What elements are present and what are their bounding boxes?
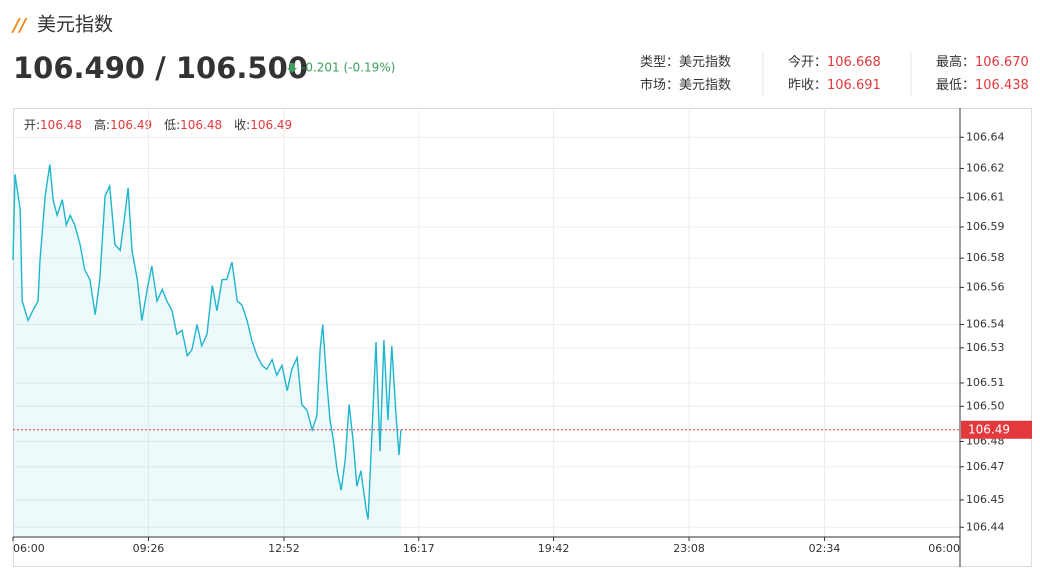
info-item: 最高：106.670 [936,54,1029,70]
x-tick-label: 12:52 [268,542,300,555]
y-tick-label: 106.64 [966,130,1005,143]
info-value: 106.438 [975,78,1029,93]
x-tick-label: 16:17 [403,542,435,555]
y-tick-label: 106.53 [966,341,1005,354]
y-tick-label: 106.51 [966,376,1005,389]
bid-ask: 106.490 / 106.500 [13,51,308,85]
info-value: 106.670 [975,55,1029,70]
y-tick-label: 106.44 [966,520,1005,533]
ohlc-label: 高: [94,117,110,132]
change: -0.201 (-0.19%) [301,61,395,75]
x-tick-label: 19:42 [538,542,570,555]
ohlc-value: 106.48 [180,118,222,132]
ohlc-label: 开: [24,118,40,132]
x-tick-label: 06:00 [13,542,45,555]
ohlc-label: 低: [164,118,180,132]
y-tick-label: 106.50 [966,399,1005,412]
info-value: 美元指数 [679,55,731,70]
info-label: 最高： [936,54,975,70]
down-arrow [287,63,297,73]
ohlc-value: 106.49 [250,118,292,132]
title-icon: // [11,15,28,36]
y-tick-label: 106.62 [966,161,1005,174]
current-price-label: 106.49 [968,422,1010,436]
x-tick-label: 02:34 [809,542,841,555]
x-tick-label: 23:08 [673,542,705,555]
info-item: 最低：106.438 [936,78,1029,93]
ohlc-label: 收: [234,118,250,132]
info-label: 昨收： [788,78,827,93]
info-label: 市场： [640,77,679,93]
page-title: 美元指数 [37,14,113,36]
ohlc-row: 开:106.48 高:106.49 低:106.48 收:106.49 [24,117,292,132]
y-tick-label: 106.45 [966,493,1005,506]
info-value: 106.668 [827,55,881,70]
ohlc-value: 106.49 [110,118,152,132]
info-label: 最低： [936,78,975,93]
x-tick-label: 09:26 [133,542,165,555]
x-tick-label: 06:00 [928,542,960,555]
info-value: 106.691 [827,78,881,93]
y-tick-label: 106.56 [966,280,1005,293]
y-tick-label: 106.59 [966,220,1005,233]
info-value: 美元指数 [679,78,731,93]
info-item: 市场：美元指数 [640,77,731,93]
info-label: 今开： [788,54,827,70]
ohlc-value: 106.48 [40,118,82,132]
y-tick-label: 106.58 [966,251,1005,264]
y-tick-label: 106.47 [966,460,1005,473]
info-item: 昨收：106.691 [788,78,881,93]
y-tick-label: 106.61 [966,191,1005,204]
price-line [12,164,402,520]
current-price-box [961,420,1032,439]
chart-frame [13,108,1032,567]
y-tick-label: 106.54 [966,317,1005,330]
info-item: 类型：美元指数 [640,55,731,70]
area-fill [13,164,402,537]
info-item: 今开：106.668 [788,54,881,70]
info-label: 类型： [640,55,679,70]
